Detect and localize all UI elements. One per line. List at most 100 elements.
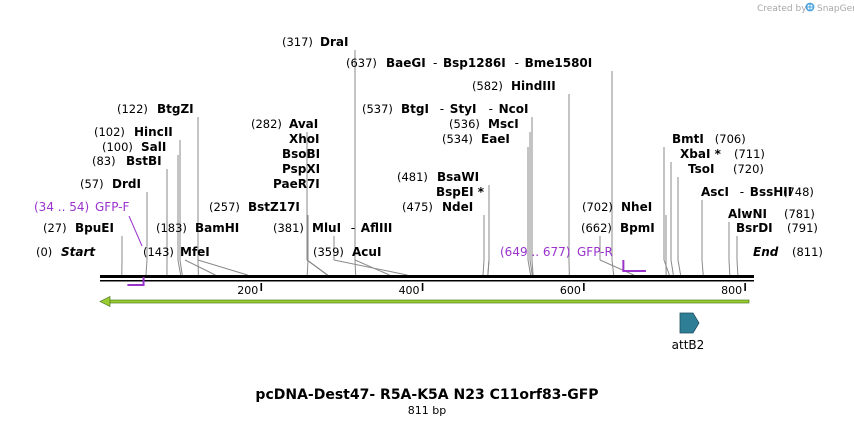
site-position-avai: (282) (251, 117, 282, 131)
sequence-backbone-strand (100, 280, 754, 282)
leader-foot-paer7i (306, 259, 328, 276)
enzyme-bsobi[interactable]: BsoBI (282, 147, 320, 161)
enzyme-baegi[interactable]: BaeGI (386, 56, 426, 70)
enzyme-bamhi[interactable]: BamHI (195, 221, 239, 235)
separator-asci-0: - (740, 185, 744, 199)
enzyme-bstz17i[interactable]: BstZ17I (248, 200, 300, 214)
enzyme-mlui[interactable]: MluI (312, 221, 341, 235)
enzyme-drai[interactable]: DraI (320, 35, 348, 49)
site-position-btgzi: (122) (117, 102, 148, 116)
enzyme-bstbi[interactable]: BstBI (126, 154, 162, 168)
leader-foot-eaei (527, 259, 532, 276)
enzyme-avai[interactable]: AvaI (289, 117, 318, 131)
leader-foot-alwni (728, 259, 731, 276)
site-position-alwni: (781) (784, 207, 815, 221)
site-position-bpmi: (662) (581, 221, 612, 235)
scale-ticks: 200 400 600 800 (237, 283, 746, 297)
primer-marks: (34 .. 54) GFP-F (649 .. 677) GFP-R (34, 200, 646, 286)
leader-foot-bpmi (599, 259, 635, 276)
enzyme-eaei[interactable]: EaeI (481, 132, 510, 146)
leader-foot-sali (177, 259, 182, 276)
enzyme-bpmi[interactable]: BpmI (620, 221, 655, 235)
site-position-acui: (359) (313, 245, 344, 259)
enzyme-bmti[interactable]: BmtI (672, 132, 704, 146)
enzyme-hindiii[interactable]: HindIII (511, 79, 556, 93)
enzyme-ndei[interactable]: NdeI (442, 200, 473, 214)
enzyme-bsawi[interactable]: BsaWI (437, 170, 479, 184)
leader-foot-tsoi (677, 259, 682, 276)
start-label: Start (61, 245, 96, 259)
end-position: (811) (792, 245, 823, 259)
site-position-bsrdi: (791) (787, 221, 818, 235)
primer-label-gfp-f[interactable]: GFP-F (95, 200, 130, 214)
leader-foot-xbai (670, 259, 674, 276)
site-position-drai: (317) (282, 35, 313, 49)
enzyme-hincii[interactable]: HincII (134, 125, 173, 139)
enzyme-drdi[interactable]: DrdI (112, 177, 141, 191)
enzyme-bspei[interactable]: BspEI * (436, 185, 485, 199)
enzyme-msci[interactable]: MscI (488, 117, 519, 131)
site-position-bamhi: (183) (156, 221, 187, 235)
enzyme-nhei[interactable]: NheI (621, 200, 652, 214)
site-position-sali: (100) (102, 140, 133, 154)
enzyme-btgi-alt-1[interactable]: NcoI (499, 102, 529, 116)
enzyme-btgzi[interactable]: BtgZI (157, 102, 194, 116)
enzyme-xbai[interactable]: XbaI * (680, 147, 722, 161)
leader-foot-asci (701, 259, 704, 276)
site-position-asci: (748) (783, 185, 814, 199)
enzyme-acui[interactable]: AcuI (352, 245, 381, 259)
site-position-ndei: (475) (402, 200, 433, 214)
feature-label-attb2: attB2 (672, 338, 705, 352)
leader-foot-bmti (663, 259, 670, 276)
enzyme-baegi-alt-0[interactable]: Bsp1286I (443, 56, 506, 70)
primer-mark-gfp-r[interactable] (622, 260, 646, 272)
site-position-hincii: (102) (94, 125, 125, 139)
enzyme-paer7i[interactable]: PaeR7I (273, 177, 320, 191)
leader-foot-drdi (145, 259, 148, 276)
enzyme-tsoi[interactable]: TsoI (688, 162, 714, 176)
enzyme-mfei[interactable]: MfeI (180, 245, 210, 259)
enzyme-btgi[interactable]: BtgI (401, 102, 429, 116)
enzyme-pspxi[interactable]: PspXI (282, 162, 320, 176)
feature-attb2[interactable]: attB2 (672, 312, 705, 352)
orf-arrow[interactable] (99, 296, 750, 307)
end-label: End (753, 245, 779, 259)
enzyme-asci[interactable]: AscI (701, 185, 729, 199)
leader-foot-mlui (333, 259, 408, 276)
credit-text: Created by (757, 4, 807, 14)
site-position-btgi: (537) (362, 102, 393, 116)
leader-foot-baegi (611, 259, 615, 276)
attb2-arrow-icon[interactable] (679, 312, 700, 334)
separator-mlui-0: - (351, 221, 355, 235)
leader-foot-bspei (487, 259, 490, 276)
snapgene-logo-icon (805, 2, 815, 12)
leader-foot-bstz17i (306, 259, 309, 276)
credit-brand: SnapGene (817, 4, 854, 14)
map-title: pcDNA-Dest47- R5A-K5A N23 C11orf83-GFP (255, 387, 598, 403)
enzyme-alwni[interactable]: AlwNI (728, 207, 767, 221)
enzyme-mlui-alt-0[interactable]: AflIII (361, 221, 393, 235)
enzyme-btgi-alt-0[interactable]: StyI (450, 102, 477, 116)
sequence-backbone (100, 275, 754, 278)
enzyme-bsrdi[interactable]: BsrDI (736, 221, 773, 235)
tick-label-200: 200 (237, 284, 258, 297)
enzyme-xhoi[interactable]: XhoI (289, 132, 320, 146)
leader-foot-btgi (531, 259, 534, 276)
primer-leader-gfp-f (128, 215, 143, 247)
site-position-nhei: (702) (582, 200, 613, 214)
leader-foot-msci (529, 259, 533, 276)
leader-foot-hincii (179, 259, 183, 276)
enzyme-sali[interactable]: SalI (141, 140, 166, 154)
enzyme-asci-alt-0[interactable]: BssHII (750, 185, 792, 199)
enzyme-bpuei[interactable]: BpuEI (75, 221, 114, 235)
site-position-baegi: (637) (346, 56, 377, 70)
enzyme-baegi-alt-1[interactable]: Bme1580I (525, 56, 593, 70)
site-position-drdi: (57) (80, 177, 104, 191)
tick-label-800: 800 (721, 284, 742, 297)
leader-foot-acui (354, 259, 390, 276)
site-position-eaei: (534) (442, 132, 473, 146)
primer-label-gfp-r[interactable]: GFP-R (577, 245, 613, 259)
primer-mark-gfp-f[interactable] (127, 277, 145, 286)
site-position-mfei: (143) (143, 245, 174, 259)
